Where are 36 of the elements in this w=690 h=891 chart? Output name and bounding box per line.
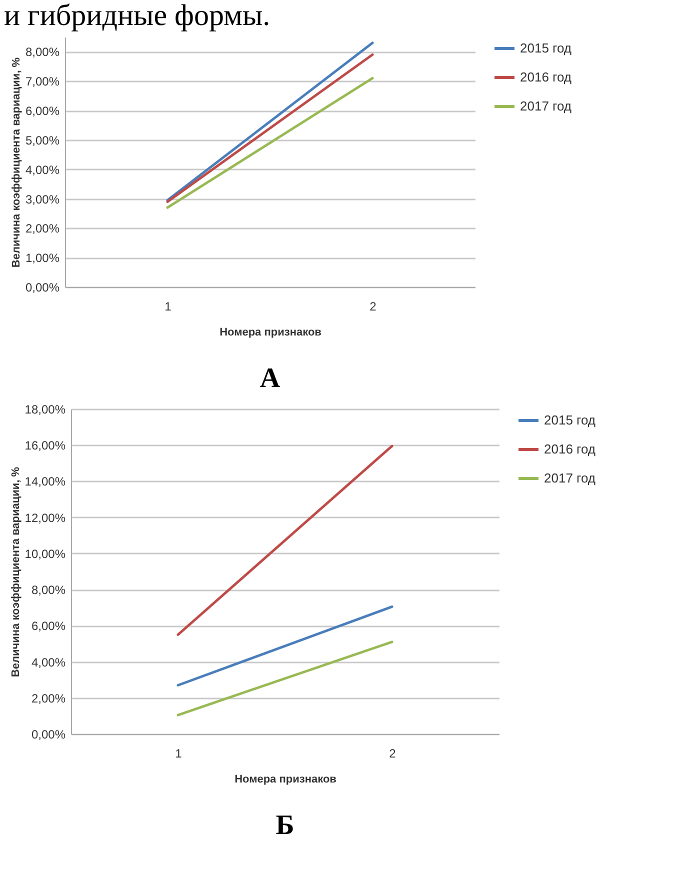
text: Б [276,810,294,841]
y-tick-label: 5,00% [25,133,60,148]
y-tick-label: 0,00% [25,280,60,294]
y-tick-label: 2,00% [31,691,66,706]
text: и гибридные формы. [3,0,272,32]
y-axis-title: Величина коэффициента вариации, % [10,466,22,678]
y-tick-label: 10,00% [24,546,66,561]
y-tick-label: 14,00% [24,474,66,489]
y-tick-label: 8,00% [31,583,66,598]
y-tick-label: 3,00% [25,192,60,206]
legend-label: 2016 год [544,442,596,456]
x-axis-title: Номера признаков [234,774,337,786]
y-tick-label: 16,00% [24,438,66,453]
x-tick-label: 1 [175,746,182,760]
legend-label: 2016 год [520,70,572,84]
y-tick-label: 0,00% [31,728,66,742]
x-tick-label: 2 [370,300,377,314]
x-tick-label: 1 [164,300,172,314]
y-tick-label: 18,00% [24,402,66,416]
y-axis-title: Величина коэффициента вариации, % [10,57,22,268]
legend-label: 2015 год [544,412,596,428]
y-tick-label: 4,00% [31,655,66,670]
y-tick-label: 6,00% [25,104,60,118]
x-axis-title: Номера признаков [220,326,322,338]
text: А [260,363,281,394]
x-tick-label: 2 [389,746,396,760]
y-tick-label: 1,00% [25,251,60,266]
legend-label: 2015 год [520,40,572,56]
legend-label: 2017 год [520,98,572,114]
y-tick-label: 4,00% [25,162,60,177]
legend-label: 2017 год [544,470,596,486]
y-tick-label: 7,00% [25,74,60,89]
y-tick-label: 6,00% [31,619,66,634]
y-tick-label: 2,00% [25,222,60,236]
y-tick-label: 8,00% [25,45,60,60]
y-tick-label: 12,00% [24,510,66,525]
